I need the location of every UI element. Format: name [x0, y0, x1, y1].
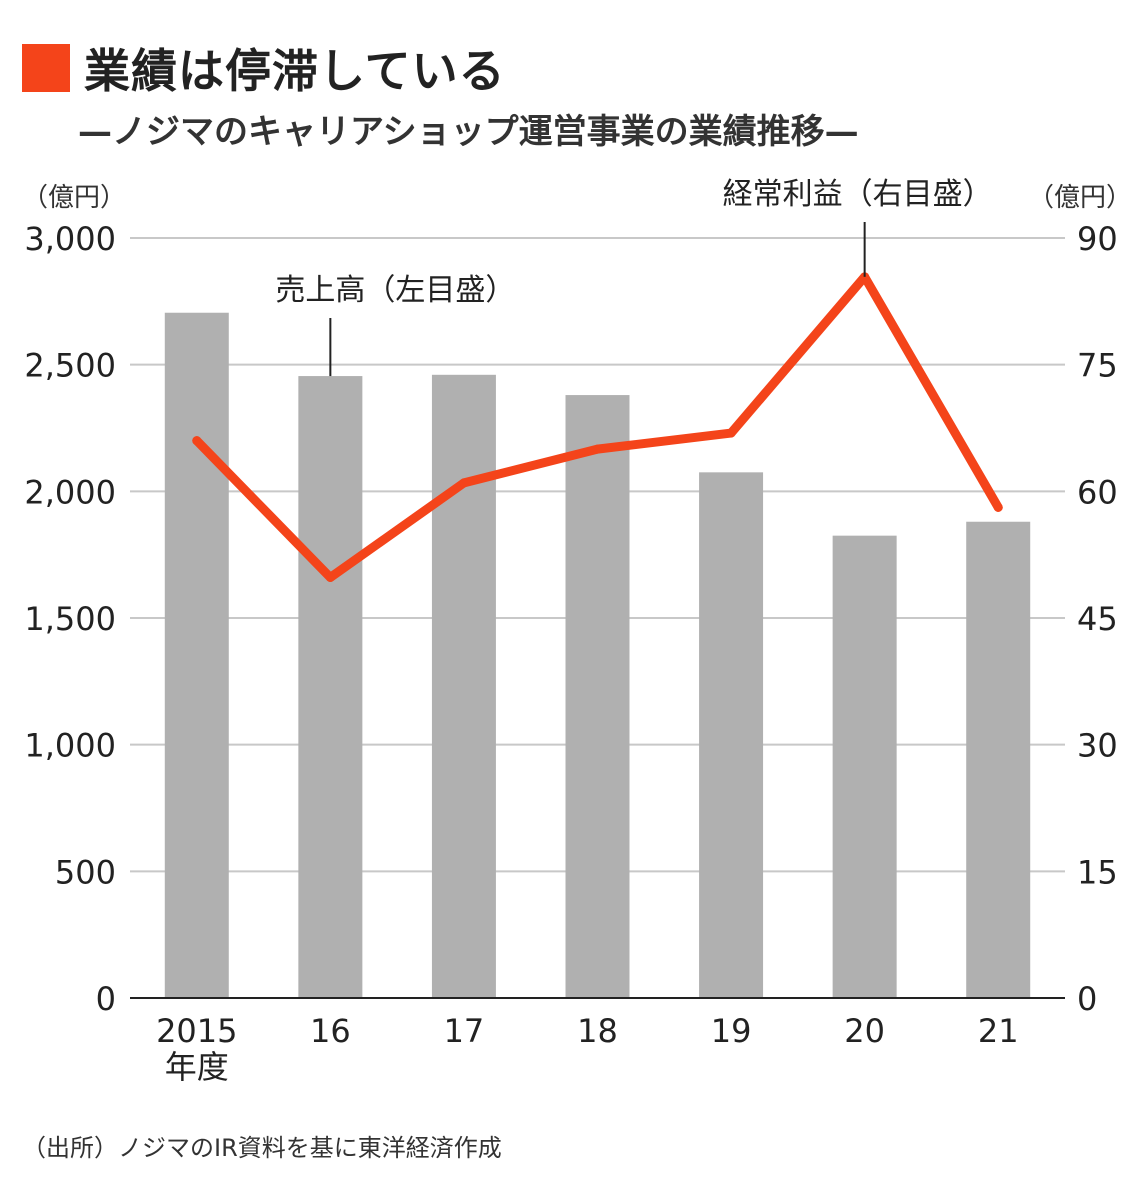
bar [565, 395, 630, 999]
y-left-tick-label: 2,500 [24, 347, 116, 385]
y-left-tick-label: 2,000 [24, 473, 116, 511]
y-right-tick-label: 0 [1077, 980, 1097, 1018]
y-left-tick-label: 3,000 [24, 220, 116, 258]
bar [699, 472, 764, 998]
x-tick-label: 2015 [156, 1012, 237, 1050]
series-labels: 売上高（左目盛） 経常利益（右目盛） [275, 177, 993, 377]
y-right-tick-label: 90 [1077, 220, 1118, 258]
y-left-tick-label: 500 [55, 853, 116, 891]
bar [966, 521, 1031, 998]
line-point [459, 478, 469, 488]
line-point [993, 502, 1003, 512]
x-tick-label: 16 [310, 1012, 351, 1050]
y-right-tick-label: 75 [1077, 347, 1118, 385]
y-right-tick-label: 30 [1077, 727, 1118, 765]
line-point [192, 436, 202, 446]
y-left-tick-label: 1,000 [24, 727, 116, 765]
axes: 0 0 500 15 1,000 30 1,500 45 2,000 60 2,500 75 3,000… [22, 183, 1132, 1086]
bar [298, 376, 363, 999]
title-square-icon [22, 44, 70, 92]
y-left-tick-label: 0 [96, 980, 116, 1018]
x-tick-label: 19 [711, 1012, 752, 1050]
y-right-axis-label: （億円） [1028, 183, 1132, 213]
y-right-tick-label: 60 [1077, 473, 1118, 511]
y-left-tick-label: 1,500 [24, 600, 116, 638]
chart-title: 業績は停滞している [84, 44, 506, 98]
x-tick-label: 年度 [165, 1048, 229, 1086]
line-series-label: 経常利益（右目盛） [723, 177, 993, 212]
bar [164, 312, 229, 998]
y-left-axis-label: （億円） [22, 183, 126, 213]
x-tick-label: 17 [444, 1012, 485, 1050]
x-tick-label: 18 [577, 1012, 618, 1050]
line-point [726, 428, 736, 438]
bar-series-label: 売上高（左目盛） [275, 273, 515, 308]
chart-subtitle: —ノジマのキャリアショップ運営事業の業績推移— [78, 112, 859, 152]
y-right-tick-label: 15 [1077, 853, 1118, 891]
bar-series [164, 312, 1031, 999]
line-point [325, 572, 335, 582]
bar [431, 374, 496, 998]
y-right-tick-label: 45 [1077, 600, 1118, 638]
bar [832, 535, 897, 998]
source-note: （出所）ノジマのIR資料を基に東洋経済作成 [22, 1134, 502, 1162]
x-tick-label: 21 [978, 1012, 1019, 1050]
title-row: 業績は停滞している [22, 38, 506, 98]
line-point [593, 444, 602, 454]
x-tick-label: 20 [844, 1012, 885, 1050]
